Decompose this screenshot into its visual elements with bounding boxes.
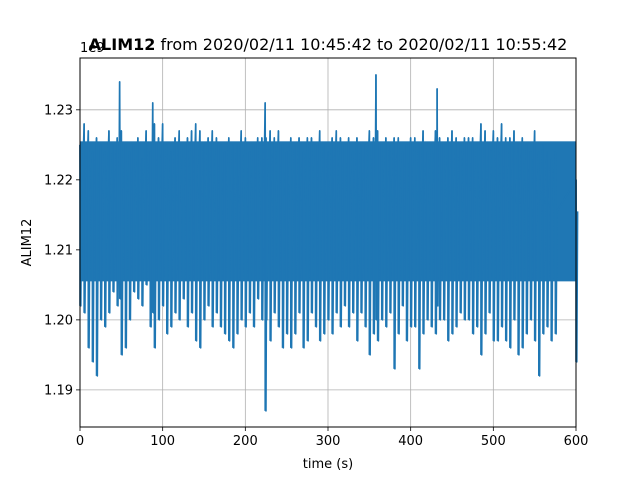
- x-tick-label: 300: [316, 434, 341, 449]
- x-tick-label: 200: [233, 434, 258, 449]
- y-tick-label: 1.21: [44, 243, 73, 258]
- ticks: 0 100 200 300 400 500 600 1.19 1.20 1.21 1.22 1.23: [44, 103, 588, 449]
- x-tick-label: 500: [481, 434, 506, 449]
- x-tick-label: 100: [150, 434, 175, 449]
- x-tick-label: 600: [564, 434, 589, 449]
- x-axis-label: time (s): [303, 457, 353, 472]
- x-tick-label: 400: [398, 434, 423, 449]
- y-tick-label: 1.19: [44, 383, 73, 398]
- series: [79, 74, 579, 412]
- y-tick-label: 1.23: [44, 103, 73, 118]
- y-tick-label: 1.22: [44, 173, 73, 188]
- chart-title-rest: from 2020/02/11 10:45:42 to 2020/02/11 1…: [155, 35, 567, 54]
- y-offset-label: 1e9: [80, 41, 105, 56]
- chart-title-bold: ALIM12: [89, 35, 156, 54]
- y-axis-label: ALIM12: [20, 219, 35, 267]
- chart-title: ALIM12 from 2020/02/11 10:45:42 to 2020/…: [89, 35, 568, 54]
- y-tick-label: 1.20: [44, 313, 73, 328]
- x-tick-label: 0: [76, 434, 84, 449]
